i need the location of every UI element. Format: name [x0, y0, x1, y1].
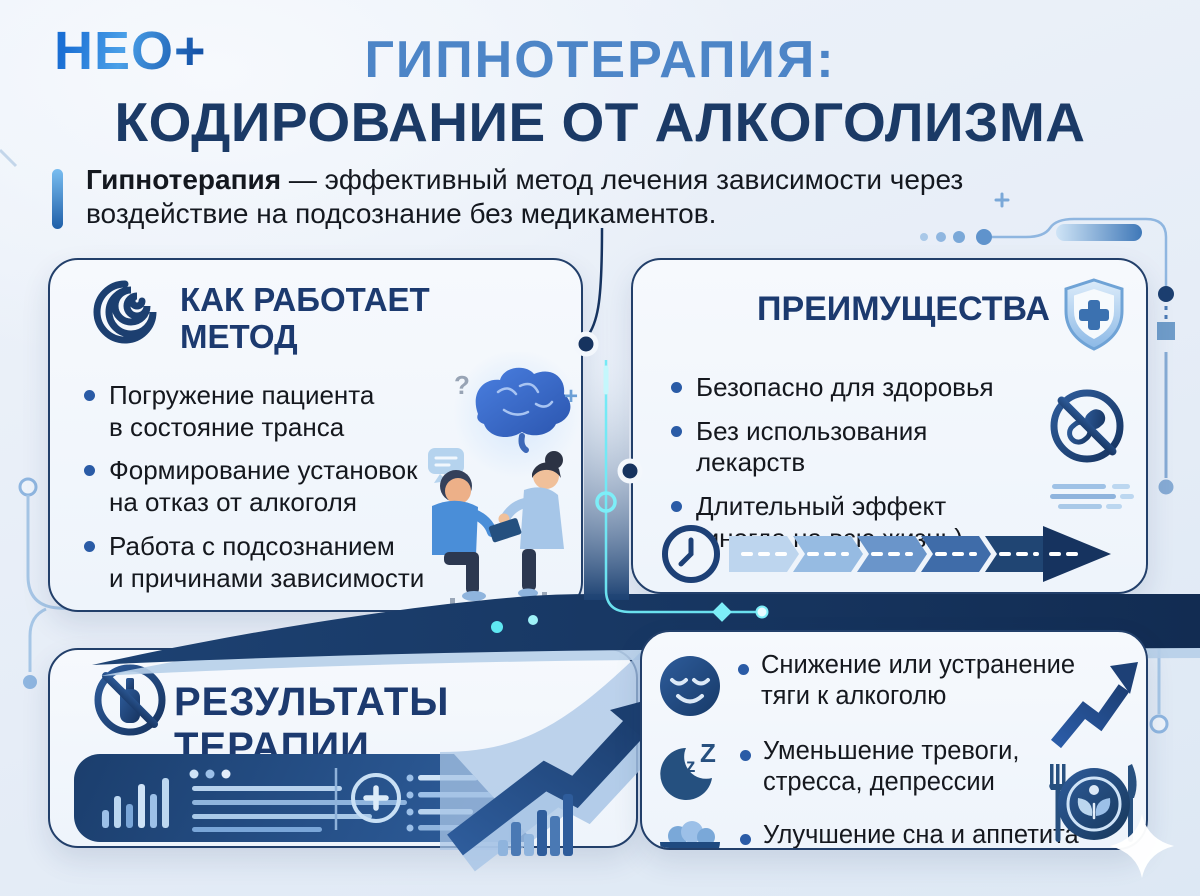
- shield-cross-icon: [1064, 278, 1124, 351]
- no-alcohol-bottle-icon: [94, 664, 166, 736]
- bullet-dot: [671, 425, 682, 437]
- lead-accent-bar: [52, 169, 63, 229]
- question-mark-glyph: ?: [454, 370, 470, 400]
- no-pills-icon: [1050, 389, 1124, 463]
- bar-chart-icon: [102, 778, 169, 828]
- healthy-appetite-bowl-icon: [660, 821, 720, 848]
- list-lines-icon: [406, 774, 503, 832]
- sleep-z-glyph: z: [686, 756, 696, 777]
- how-it-works-list: Погружение пациента в состояние транса Ф…: [84, 380, 464, 606]
- stats-dashboard-panel: [74, 754, 534, 842]
- bullet-dot: [671, 382, 682, 393]
- list-item: Без использования лекарств: [671, 416, 1043, 479]
- list-item: Работа с подсознанием и причинами зависи…: [84, 531, 464, 594]
- plus-glyph: +: [564, 383, 578, 410]
- clock-icon: [662, 525, 720, 583]
- bullet-dot: [671, 501, 682, 513]
- sleep-z-glyph: Z: [700, 740, 716, 768]
- bullet-text: Погружение пациента в состояние транса: [109, 380, 375, 442]
- outcomes-card: Снижение или устранение тяги к алкоголю …: [640, 630, 1148, 850]
- outcome-row: Снижение или устранение тяги к алкоголю: [642, 650, 1075, 718]
- lead-text: — эффективный метод лечения зависимости …: [86, 164, 964, 230]
- calm-face-icon: [660, 656, 720, 716]
- list-item: Безопасно для здоровья: [671, 372, 1043, 404]
- outcome-text: Улучшение сна и аппетита: [763, 821, 1079, 849]
- brain-icon: [475, 367, 571, 453]
- list-item: Формирование установок на отказ от алког…: [84, 455, 464, 518]
- text-lines-icon: [1050, 484, 1134, 509]
- bullet-text: Формирование установок на отказ от алког…: [109, 455, 418, 518]
- bullet-dot: [740, 750, 751, 761]
- therapy-results-card: РЕЗУЛЬТАТЫ ТЕРАПИИ: [48, 648, 638, 848]
- dotted-trail-icon: [920, 192, 1168, 286]
- lead-paragraph: Гипнотерапия — эффективный метод лечения…: [86, 163, 1076, 231]
- bullet-dot: [84, 540, 95, 552]
- advantages-title: ПРЕИМУЩЕСТВА: [757, 290, 1050, 328]
- leaves-icon: [1077, 785, 1111, 820]
- bullet-text: Безопасно для здоровья: [696, 372, 994, 402]
- bullet-text: Без использования лекарств: [696, 415, 928, 478]
- sparkle-icon: [1110, 814, 1174, 878]
- patient-figure: [432, 470, 497, 610]
- bullet-text: Работа с подсознанием и причинами зависи…: [109, 530, 425, 593]
- timeline-arrow-icon: [729, 526, 1111, 582]
- bullet-dot: [740, 834, 751, 845]
- outcome-row: z Z Уменьшение тревоги, стресса, депресс…: [642, 736, 1019, 808]
- outcome-text: Уменьшение тревоги, стресса, депрессии: [763, 737, 1020, 797]
- trend-up-arrow-icon: [1050, 662, 1138, 749]
- healthy-meal-plate-icon: [1049, 764, 1137, 842]
- bullet-dot: [738, 664, 749, 675]
- circle-plus-icon: [351, 773, 401, 823]
- lead-term: Гипнотерапия: [86, 164, 282, 195]
- bullet-dot: [84, 465, 95, 477]
- advantages-card: ПРЕИМУЩЕСТВА Безопасно для здоровья Без …: [631, 258, 1148, 594]
- page-title-line1: ГИПНОТЕРАПИЯ:: [364, 31, 836, 89]
- hypnosis-spiral-icon: [93, 280, 157, 344]
- dashboard-graphics: [102, 768, 503, 832]
- outcome-text: Снижение или устранение тяги к алкоголю: [761, 651, 1076, 711]
- sleep-moon-icon: z Z: [660, 740, 716, 800]
- how-it-works-title: КАК РАБОТАЕТ МЕТОД: [180, 281, 430, 355]
- how-it-works-card: КАК РАБОТАЕТ МЕТОД Погружение пациента в…: [48, 258, 583, 612]
- page-title-line2: КОДИРОВАНИЕ ОТ АЛКОГОЛИЗМА: [114, 91, 1086, 153]
- list-item: Погружение пациента в состояние транса: [84, 380, 464, 443]
- left-edge-circuit-icon: [0, 148, 93, 689]
- bullet-dot: [84, 390, 95, 401]
- clinic-logo: НЕО+: [54, 21, 207, 81]
- outcome-row: Улучшение сна и аппетита: [642, 820, 1079, 849]
- therapist-figure: [488, 451, 564, 610]
- long-effect-timeline: [662, 525, 1111, 583]
- therapy-session-illustration: ? + +: [428, 352, 581, 610]
